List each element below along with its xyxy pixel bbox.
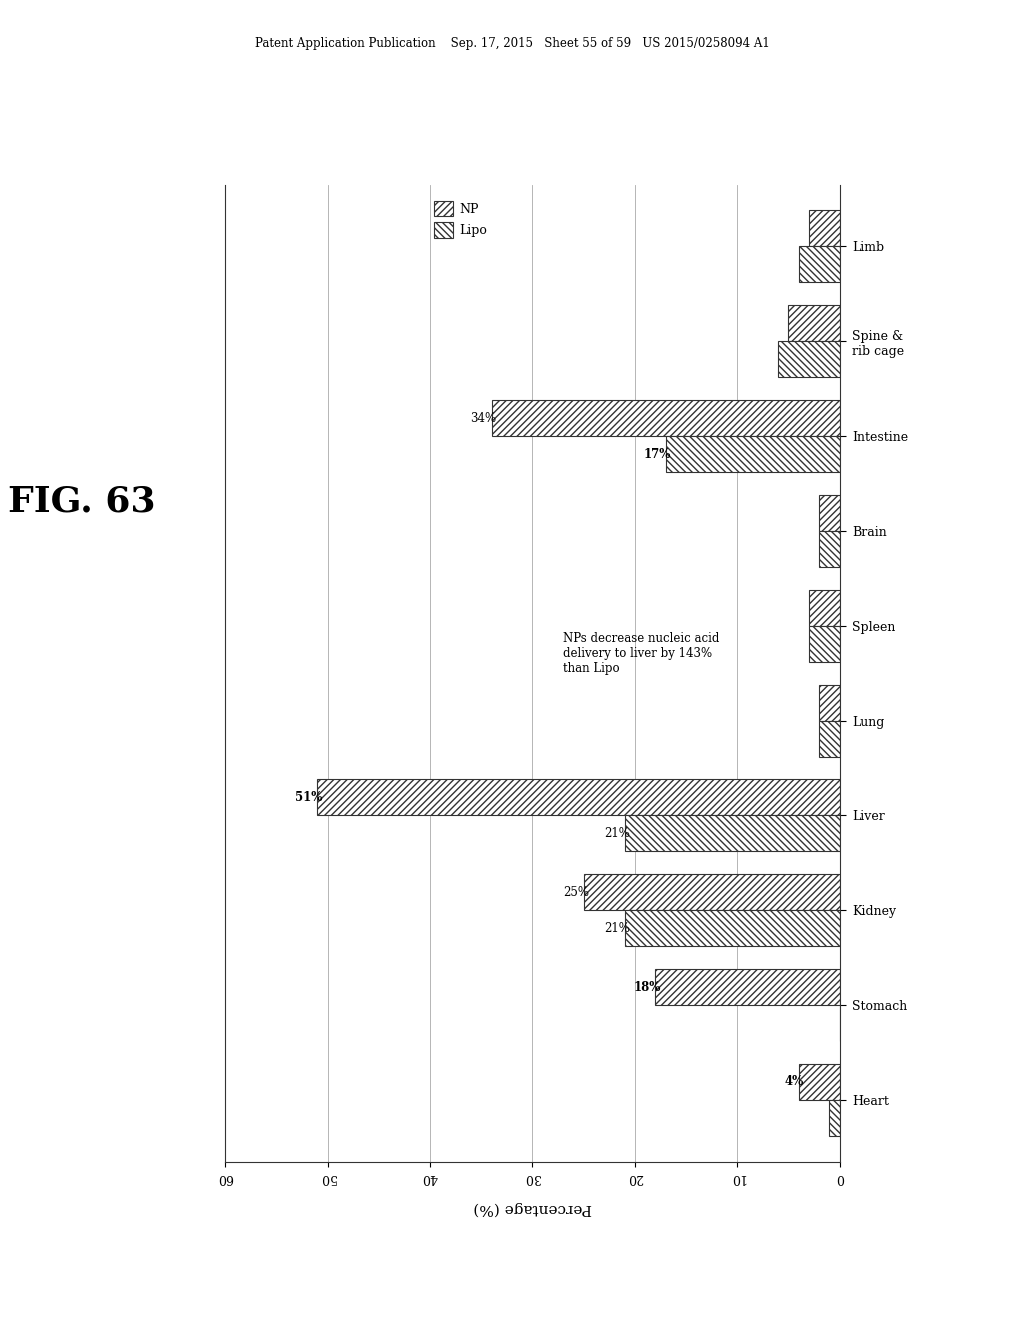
- Bar: [819, 495, 840, 531]
- Text: 17%: 17%: [643, 447, 671, 461]
- Text: Patent Application Publication    Sep. 17, 2015   Sheet 55 of 59   US 2015/02580: Patent Application Publication Sep. 17, …: [255, 37, 769, 50]
- Text: 25%: 25%: [563, 886, 589, 899]
- Bar: [829, 1100, 840, 1137]
- Bar: [317, 779, 840, 816]
- Bar: [778, 342, 840, 378]
- Bar: [625, 816, 840, 851]
- Text: FIG. 63: FIG. 63: [8, 484, 156, 519]
- Bar: [799, 1064, 840, 1100]
- Bar: [625, 911, 840, 946]
- Bar: [666, 436, 840, 473]
- Bar: [799, 247, 840, 282]
- Bar: [819, 721, 840, 756]
- Text: 18%: 18%: [633, 981, 660, 994]
- Text: 21%: 21%: [604, 826, 630, 840]
- Bar: [819, 685, 840, 721]
- Legend: NP, Lipo: NP, Lipo: [434, 201, 487, 238]
- X-axis label: Percentage (%): Percentage (%): [473, 1201, 592, 1216]
- Text: 51%: 51%: [295, 791, 323, 804]
- Bar: [809, 590, 840, 626]
- Text: NPs decrease nucleic acid
delivery to liver by 143%
than Lipo: NPs decrease nucleic acid delivery to li…: [563, 632, 720, 675]
- Bar: [492, 400, 840, 436]
- Bar: [584, 874, 840, 911]
- Bar: [809, 626, 840, 661]
- Bar: [809, 210, 840, 247]
- Text: 4%: 4%: [784, 1076, 804, 1089]
- Text: 21%: 21%: [604, 921, 630, 935]
- Text: 34%: 34%: [470, 412, 497, 425]
- Bar: [655, 969, 840, 1005]
- Bar: [788, 305, 840, 342]
- Bar: [819, 531, 840, 568]
